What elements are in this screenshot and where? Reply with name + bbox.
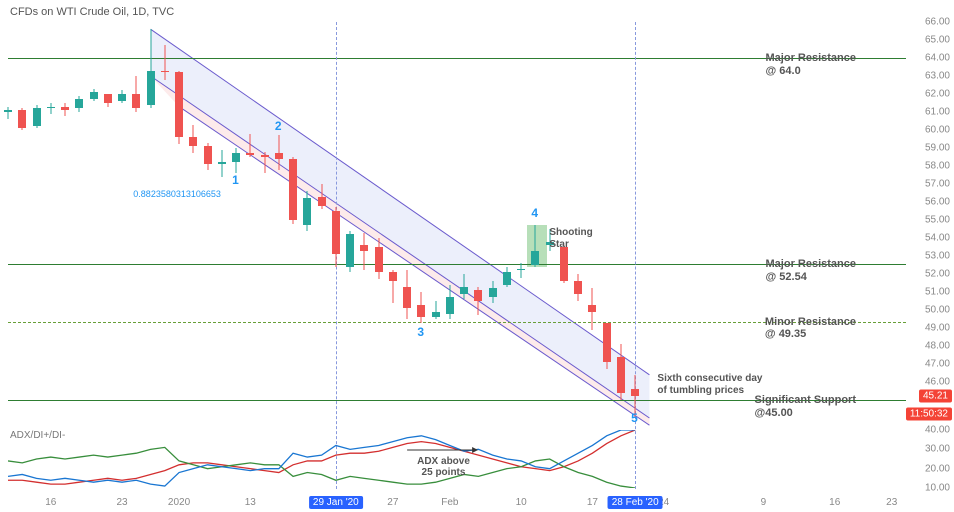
- adx-indicator-area[interactable]: ADX/DI+/DI- ADX above 25 points: [8, 430, 906, 488]
- y-tick-label: 55.00: [925, 215, 950, 226]
- elliott-wave-label: 1: [232, 173, 239, 187]
- x-tick-label: 16: [829, 497, 840, 508]
- indicator-y-tick: 20.00: [925, 463, 950, 474]
- y-tick-label: 52.00: [925, 269, 950, 280]
- y-tick-label: 59.00: [925, 143, 950, 154]
- x-tick-label: 2020: [168, 497, 190, 508]
- chart-title: CFDs on WTI Crude Oil, 1D, TVC: [10, 6, 174, 18]
- x-tick-label: 17: [587, 497, 598, 508]
- x-tick-label: 13: [245, 497, 256, 508]
- indicator-y-tick: 30.00: [925, 444, 950, 455]
- y-tick-label: 53.00: [925, 251, 950, 262]
- fib-ratio-label: 0.8823580313106653: [133, 189, 221, 199]
- date-flag: 28 Feb '20: [608, 496, 663, 509]
- level-label: Minor Resistance@ 49.35: [765, 316, 856, 341]
- y-tick-label: 61.00: [925, 107, 950, 118]
- x-tick-label: Feb: [441, 497, 458, 508]
- price-chart-area[interactable]: Major Resistance@ 64.0 Major Resistance@ …: [8, 22, 906, 427]
- y-tick-label: 50.00: [925, 305, 950, 316]
- y-tick-label: 48.00: [925, 341, 950, 352]
- indicator-y-tick: 40.00: [925, 425, 950, 436]
- y-tick-label: 65.00: [925, 35, 950, 46]
- y-axis: 44.0045.0046.0047.0048.0049.0050.0051.00…: [908, 0, 954, 512]
- tumbling-prices-label: Sixth consecutive day of tumbling prices: [657, 373, 762, 397]
- x-tick-label: 16: [45, 497, 56, 508]
- shooting-star-label: Shooting Star: [549, 227, 592, 251]
- y-tick-label: 49.00: [925, 323, 950, 334]
- y-tick-label: 60.00: [925, 125, 950, 136]
- y-tick-label: 51.00: [925, 287, 950, 298]
- chart-root: CFDs on WTI Crude Oil, 1D, TVC Major Res…: [0, 0, 954, 512]
- x-tick-label: 27: [387, 497, 398, 508]
- elliott-wave-label: 2: [275, 119, 282, 133]
- y-tick-label: 63.00: [925, 71, 950, 82]
- y-tick-label: 62.00: [925, 89, 950, 100]
- x-tick-label: 23: [886, 497, 897, 508]
- y-tick-label: 66.00: [925, 17, 950, 28]
- y-tick-label: 54.00: [925, 233, 950, 244]
- indicator-y-tick: 10.00: [925, 483, 950, 494]
- level-label: Major Resistance@ 64.0: [766, 52, 856, 77]
- x-tick-label: 10: [516, 497, 527, 508]
- level-label: Major Resistance@ 52.54: [766, 258, 856, 283]
- y-tick-label: 57.00: [925, 179, 950, 190]
- y-tick-label: 64.00: [925, 53, 950, 64]
- x-axis: 16232020132027Feb1017249162329 Jan '2028…: [8, 490, 906, 512]
- adx-annotation: ADX above 25 points: [417, 456, 470, 478]
- x-tick-label: 23: [116, 497, 127, 508]
- elliott-wave-label: 4: [531, 206, 538, 220]
- y-tick-label: 46.00: [925, 377, 950, 388]
- x-tick-label: 9: [761, 497, 767, 508]
- y-tick-label: 47.00: [925, 359, 950, 370]
- y-tick-label: 58.00: [925, 161, 950, 172]
- date-flag: 29 Jan '20: [309, 496, 363, 509]
- price-flag: 45.21: [919, 390, 952, 403]
- level-label: Significant Support@45.00: [755, 394, 856, 419]
- elliott-wave-label: 5: [631, 411, 638, 425]
- y-tick-label: 56.00: [925, 197, 950, 208]
- price-flag: 11:50:32: [906, 407, 952, 420]
- elliott-wave-label: 3: [417, 325, 424, 339]
